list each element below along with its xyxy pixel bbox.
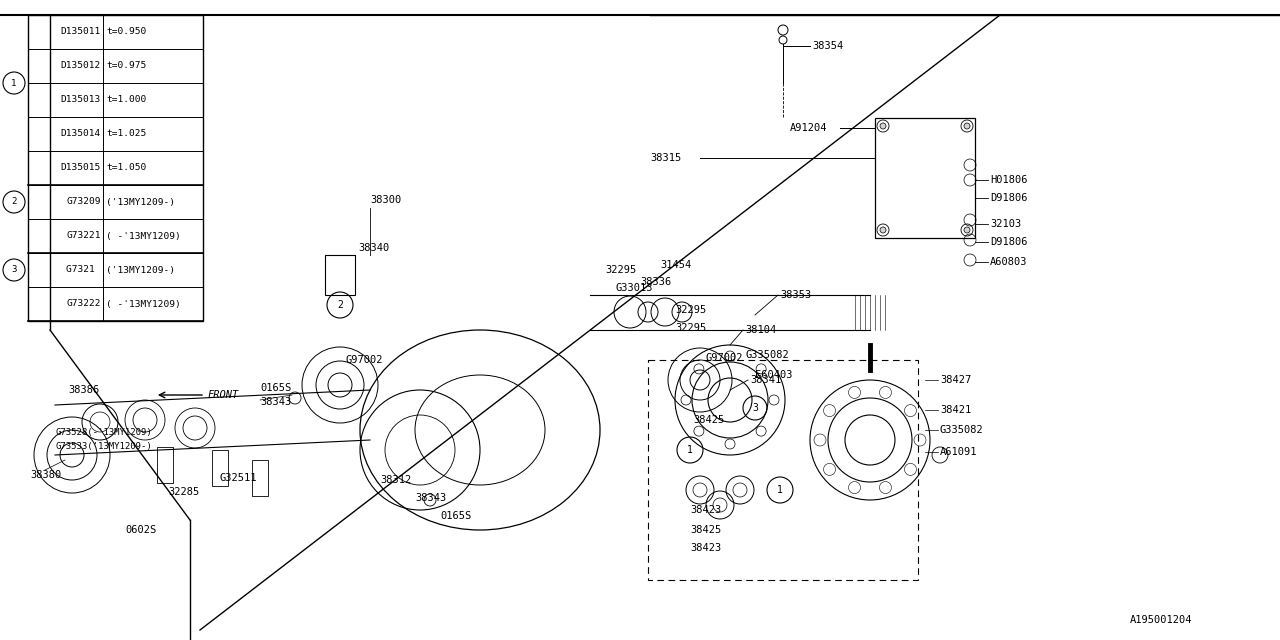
Text: E60403: E60403 bbox=[755, 370, 792, 380]
Text: 0602S: 0602S bbox=[125, 525, 156, 535]
Text: 38312: 38312 bbox=[380, 475, 411, 485]
Text: G73221: G73221 bbox=[67, 232, 101, 241]
Text: D135011: D135011 bbox=[60, 28, 101, 36]
Text: 38421: 38421 bbox=[940, 405, 972, 415]
Bar bbox=[325, 255, 355, 295]
Text: t=1.050: t=1.050 bbox=[106, 163, 146, 173]
Text: D135015: D135015 bbox=[60, 163, 101, 173]
Text: ('13MY1209-): ('13MY1209-) bbox=[106, 198, 175, 207]
Text: 38354: 38354 bbox=[812, 41, 844, 51]
Text: 38315: 38315 bbox=[650, 153, 681, 163]
Text: G335082: G335082 bbox=[745, 350, 788, 360]
Text: G73222: G73222 bbox=[67, 300, 101, 308]
Text: t=1.000: t=1.000 bbox=[106, 95, 146, 104]
Text: 0165S: 0165S bbox=[440, 511, 471, 521]
Text: 38423: 38423 bbox=[690, 505, 721, 515]
Text: G97002: G97002 bbox=[346, 355, 383, 365]
Text: A61091: A61091 bbox=[940, 447, 978, 457]
Text: 38104: 38104 bbox=[745, 325, 776, 335]
Text: G335082: G335082 bbox=[940, 425, 984, 435]
Text: 32295: 32295 bbox=[675, 305, 707, 315]
Text: 32103: 32103 bbox=[989, 219, 1021, 229]
Text: 2: 2 bbox=[12, 198, 17, 207]
Text: D135014: D135014 bbox=[60, 129, 101, 138]
Text: 38340: 38340 bbox=[358, 243, 389, 253]
Text: ('13MY1209-): ('13MY1209-) bbox=[106, 266, 175, 275]
Bar bbox=[252, 460, 268, 496]
Text: D91806: D91806 bbox=[989, 193, 1028, 203]
Bar bbox=[648, 360, 918, 580]
Text: A60803: A60803 bbox=[989, 257, 1028, 267]
Text: 31454: 31454 bbox=[660, 260, 691, 270]
Text: G73209: G73209 bbox=[67, 198, 101, 207]
Bar bbox=[28, 15, 204, 321]
Text: 32285: 32285 bbox=[168, 487, 200, 497]
Text: G73533('13MY1209-): G73533('13MY1209-) bbox=[55, 442, 152, 451]
Text: 0165S: 0165S bbox=[260, 383, 292, 393]
Text: 1: 1 bbox=[687, 445, 692, 455]
Text: D135012: D135012 bbox=[60, 61, 101, 70]
Text: t=0.950: t=0.950 bbox=[106, 28, 146, 36]
Text: 38425: 38425 bbox=[690, 525, 721, 535]
Text: t=1.025: t=1.025 bbox=[106, 129, 146, 138]
Text: ( -'13MY1209): ( -'13MY1209) bbox=[106, 232, 180, 241]
Text: t=0.975: t=0.975 bbox=[106, 61, 146, 70]
Text: D135013: D135013 bbox=[60, 95, 101, 104]
Text: A195001204: A195001204 bbox=[1130, 615, 1193, 625]
Text: 32295: 32295 bbox=[675, 323, 707, 333]
Text: 38343: 38343 bbox=[415, 493, 447, 503]
Circle shape bbox=[964, 123, 970, 129]
Text: 38386: 38386 bbox=[68, 385, 100, 395]
Text: ( -'13MY1209): ( -'13MY1209) bbox=[106, 300, 180, 308]
Circle shape bbox=[964, 227, 970, 233]
Bar bbox=[157, 447, 173, 483]
Text: 38425: 38425 bbox=[692, 415, 724, 425]
Text: 38427: 38427 bbox=[940, 375, 972, 385]
Text: 38300: 38300 bbox=[370, 195, 401, 205]
Text: G33013: G33013 bbox=[614, 283, 653, 293]
Text: 2: 2 bbox=[337, 300, 343, 310]
Text: 38343: 38343 bbox=[260, 397, 292, 407]
Text: D91806: D91806 bbox=[989, 237, 1028, 247]
Bar bbox=[876, 118, 975, 238]
Text: 1: 1 bbox=[777, 485, 783, 495]
Text: 32295: 32295 bbox=[605, 265, 636, 275]
Bar bbox=[212, 450, 228, 486]
Text: G73528(-'13MY1209): G73528(-'13MY1209) bbox=[55, 428, 152, 436]
Text: 38353: 38353 bbox=[780, 290, 812, 300]
Text: FRONT: FRONT bbox=[207, 390, 239, 400]
Text: 1: 1 bbox=[12, 79, 17, 88]
Text: 38423: 38423 bbox=[690, 543, 721, 553]
Circle shape bbox=[881, 227, 886, 233]
Circle shape bbox=[881, 123, 886, 129]
Text: A91204: A91204 bbox=[790, 123, 827, 133]
Text: G32511: G32511 bbox=[220, 473, 257, 483]
Text: G7321: G7321 bbox=[67, 266, 101, 275]
Text: 38341: 38341 bbox=[750, 375, 781, 385]
Text: 3: 3 bbox=[753, 403, 758, 413]
Text: G97002: G97002 bbox=[707, 353, 744, 363]
Text: 38336: 38336 bbox=[640, 277, 671, 287]
Text: 38380: 38380 bbox=[29, 470, 61, 480]
Text: 3: 3 bbox=[12, 266, 17, 275]
Text: H01806: H01806 bbox=[989, 175, 1028, 185]
